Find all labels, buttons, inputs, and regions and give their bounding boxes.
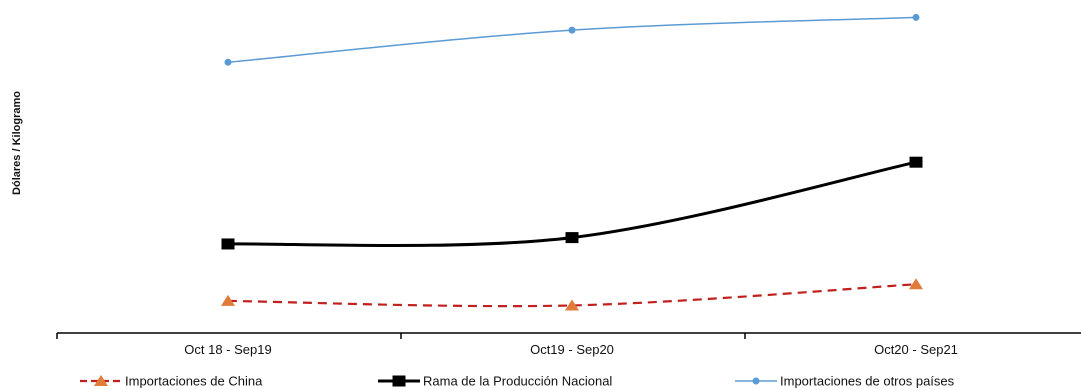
legend-label: Importaciones de otros países	[780, 374, 955, 389]
x-tick-label: Oct19 - Sep20	[530, 342, 614, 357]
series-importaciones-de-otros-paises	[224, 13, 920, 66]
legend-swatch-circle	[752, 377, 760, 385]
series-importaciones-de-china	[221, 278, 923, 311]
triangle-marker	[565, 299, 579, 311]
legend-swatch-triangle	[94, 375, 108, 386]
legend-label: Rama de la Producción Nacional	[423, 374, 612, 389]
legend-item-importaciones-de-otros-paises: Importaciones de otros países	[735, 374, 955, 389]
x-tick-label: Oct20 - Sep21	[874, 342, 958, 357]
triangle-marker	[221, 294, 235, 306]
series-line	[227, 283, 917, 308]
series-line	[227, 16, 917, 63]
x-axis-ticks: Oct 18 - Sep19 Oct19 - Sep20 Oct20 - Sep21	[56, 333, 958, 357]
square-marker	[909, 156, 923, 168]
square-marker	[565, 232, 579, 244]
x-tick-label: Oct 18 - Sep19	[184, 342, 271, 357]
circle-marker	[912, 13, 920, 21]
circle-marker	[224, 58, 232, 66]
triangle-marker	[909, 278, 923, 290]
legend-item-importaciones-de-china: Importaciones de China	[80, 374, 263, 389]
square-marker	[221, 238, 235, 250]
legend-label: Importaciones de China	[125, 374, 263, 389]
circle-marker	[568, 26, 576, 34]
series-layer	[221, 13, 923, 311]
series-rama-de-la-produccion-nacional	[221, 156, 923, 250]
legend-swatch-square	[392, 375, 406, 387]
legend-item-rama-de-la-produccion-nacional: Rama de la Producción Nacional	[378, 374, 612, 389]
legend: Importaciones de China Rama de la Producc…	[80, 374, 955, 389]
y-axis-label: Dólares / Kilogramo	[11, 91, 23, 195]
